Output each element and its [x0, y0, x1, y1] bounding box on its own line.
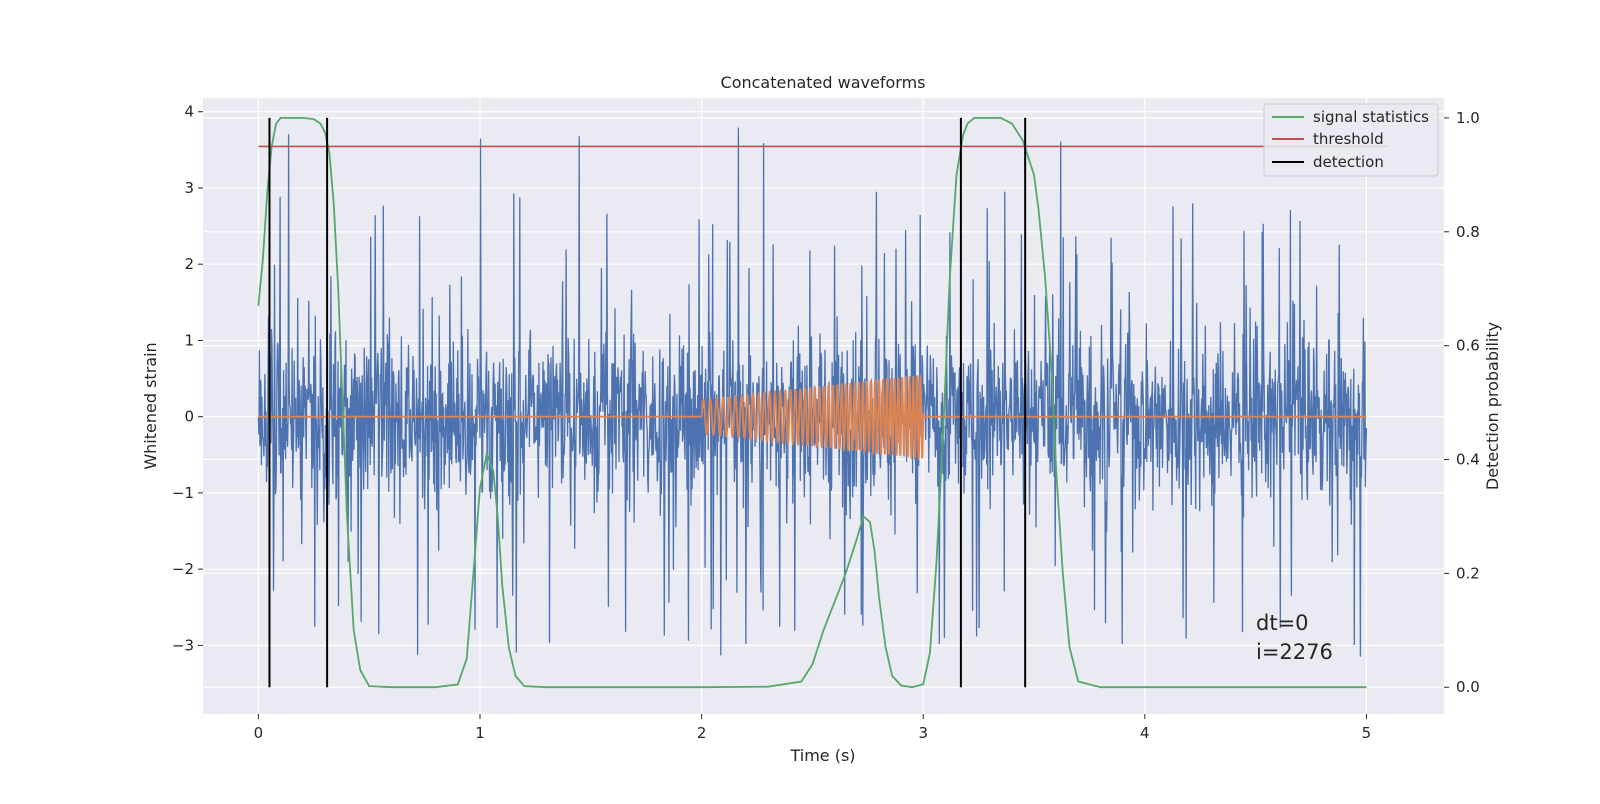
y-left-tick-label: −1 — [172, 484, 194, 502]
legend-label-signal-statistics: signal statistics — [1313, 108, 1429, 126]
y-left-tick-label: −2 — [172, 560, 194, 578]
y-right-tick-label: 0.2 — [1456, 564, 1480, 582]
series-injected-chirp — [258, 375, 1367, 461]
annotation-dt: dt=0 — [1256, 611, 1309, 635]
legend-box — [1263, 103, 1439, 177]
x-tick-label: 1 — [475, 724, 485, 742]
series-layer — [257, 117, 1389, 689]
x-tick-label: 4 — [1140, 724, 1150, 742]
x-tick-label: 5 — [1362, 724, 1372, 742]
legend-label-detection: detection — [1313, 153, 1384, 171]
series-signal-statistics — [257, 117, 1367, 689]
detection-lines — [268, 117, 1027, 688]
annotation-i: i=2276 — [1256, 640, 1333, 664]
x-tick-label: 3 — [918, 724, 928, 742]
legend-label-threshold: threshold — [1313, 130, 1384, 148]
x-tick-label: 0 — [254, 724, 264, 742]
y-left-tick-label: 4 — [184, 103, 194, 121]
axes: 0 1 2 3 4 5 −3 −2 −1 0 1 2 3 4 0.0 0.2 0.4 0.6 0.8 1.0 — [172, 103, 1480, 742]
y-left-tick-label: 3 — [184, 179, 194, 197]
y-left-tick-label: 2 — [184, 255, 194, 273]
y-left-tick-label: 1 — [184, 331, 194, 349]
y-right-tick-label: 0.4 — [1456, 451, 1480, 469]
y-axis-label-right: Detection probability — [1483, 322, 1502, 490]
x-tick-label: 2 — [697, 724, 707, 742]
chart-title: Concatenated waveforms — [721, 73, 926, 92]
y-right-tick-label: 1.0 — [1456, 109, 1480, 127]
y-right-tick-label: 0.6 — [1456, 337, 1480, 355]
y-axis-label-left: Whitened strain — [141, 342, 160, 469]
annotation: dt=0 i=2276 — [1256, 611, 1333, 664]
y-left-tick-label: −3 — [172, 636, 194, 654]
y-right-tick-label: 0.8 — [1456, 223, 1480, 241]
legend: signal statistics threshold detection — [1263, 103, 1439, 177]
x-axis-label: Time (s) — [789, 746, 855, 765]
y-right-tick-label: 0.0 — [1456, 678, 1480, 696]
y-left-tick-label: 0 — [184, 408, 194, 426]
